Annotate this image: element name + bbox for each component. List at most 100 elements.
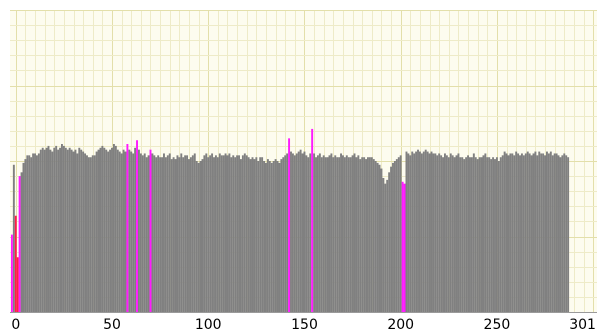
bar	[368, 157, 371, 312]
bar	[222, 155, 225, 312]
bar	[434, 153, 437, 312]
bar	[413, 153, 416, 312]
bar	[320, 157, 323, 312]
bar	[355, 157, 358, 312]
bar	[205, 153, 208, 312]
bar	[461, 157, 464, 312]
bar	[322, 155, 325, 312]
bar	[457, 153, 460, 312]
bar	[513, 155, 516, 312]
bar	[407, 153, 410, 312]
bar	[370, 157, 373, 312]
bar	[347, 157, 350, 312]
bar	[82, 151, 85, 312]
bar	[332, 157, 335, 312]
bar	[532, 153, 535, 312]
bar-highlight-magenta	[288, 138, 291, 312]
bar	[91, 155, 94, 312]
bars	[10, 128, 570, 313]
bar	[474, 157, 477, 312]
bar	[538, 151, 541, 312]
bar	[272, 161, 275, 312]
bar	[249, 159, 252, 312]
bar	[265, 162, 267, 312]
bar-highlight-magenta	[18, 176, 21, 312]
bar	[220, 155, 223, 312]
bar	[417, 149, 419, 312]
bar	[239, 159, 242, 312]
bar	[80, 149, 83, 312]
bar	[424, 149, 427, 312]
bar	[232, 155, 235, 312]
bar	[51, 151, 54, 312]
bar	[59, 147, 61, 312]
bar	[76, 153, 79, 312]
bar	[251, 157, 254, 312]
bar	[374, 161, 377, 312]
bar	[411, 151, 414, 312]
bar	[326, 157, 329, 312]
bar	[218, 153, 221, 312]
bar	[382, 177, 385, 312]
bar	[253, 159, 256, 312]
bar	[182, 157, 185, 312]
bar	[318, 153, 321, 312]
bar	[309, 153, 312, 312]
bar	[132, 153, 135, 312]
bar	[359, 159, 362, 312]
bar	[546, 151, 548, 312]
bar	[35, 155, 38, 312]
bar	[97, 149, 100, 312]
bar	[78, 147, 81, 312]
bar	[436, 155, 439, 312]
bar	[476, 159, 479, 312]
bar	[469, 157, 471, 312]
bar	[291, 153, 294, 312]
bar	[163, 153, 165, 312]
bar	[268, 161, 271, 312]
bar	[130, 151, 133, 312]
x-tick-label: 200	[387, 317, 414, 331]
bar	[463, 159, 466, 312]
bar	[563, 153, 566, 312]
bar	[89, 157, 92, 312]
bar	[418, 151, 421, 312]
bar	[440, 155, 443, 312]
bar	[61, 144, 63, 312]
bar	[105, 149, 108, 312]
bar	[459, 157, 462, 312]
bar	[338, 157, 341, 312]
bar	[472, 153, 475, 312]
bar	[143, 153, 146, 312]
bar	[392, 162, 394, 312]
bar	[349, 157, 352, 312]
bar	[153, 155, 156, 312]
bar	[186, 155, 189, 312]
bar	[168, 153, 171, 312]
bar	[388, 172, 391, 312]
bar	[330, 153, 333, 312]
bar	[376, 162, 379, 312]
bar	[492, 157, 495, 312]
bar	[284, 155, 287, 312]
bar	[482, 155, 485, 312]
bar	[118, 151, 121, 312]
bar	[34, 153, 36, 312]
bar	[87, 157, 90, 312]
bar	[386, 179, 389, 313]
bar	[30, 157, 33, 312]
bar	[224, 153, 227, 312]
bar	[122, 149, 125, 312]
bar	[128, 149, 131, 312]
bar	[528, 153, 531, 312]
bar	[266, 159, 269, 312]
x-tick-label: 50	[103, 317, 121, 331]
bar	[334, 155, 337, 312]
bar	[193, 153, 196, 312]
bar	[197, 162, 200, 312]
bar	[341, 155, 344, 312]
bar	[470, 157, 473, 312]
bar	[43, 149, 46, 312]
bar	[157, 155, 160, 312]
bar	[37, 153, 40, 312]
